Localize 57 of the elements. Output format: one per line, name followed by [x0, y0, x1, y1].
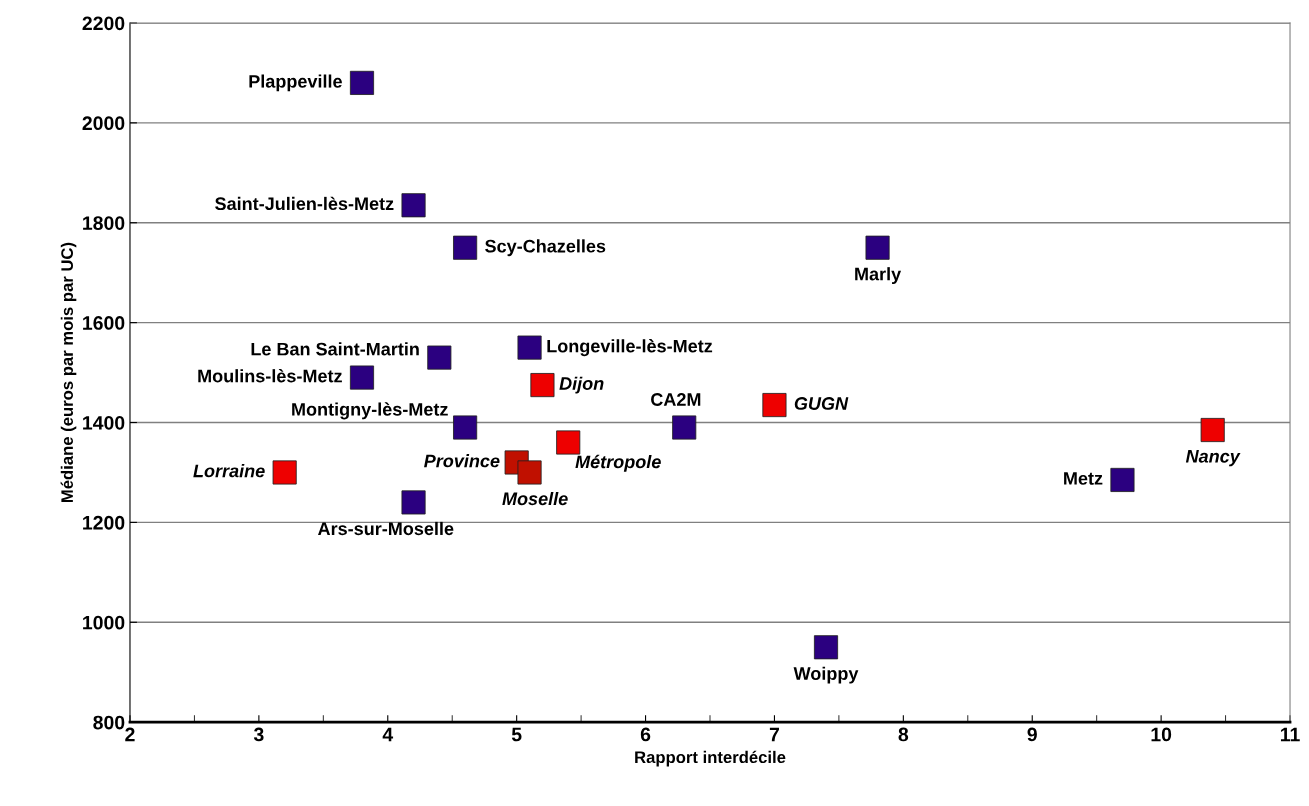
x-axis-title: Rapport interdécile	[635, 750, 786, 767]
annotation: Ars-sur-Moselle	[317, 521, 454, 536]
annotation: Metz	[1064, 472, 1103, 485]
y-tick-label: 2000	[82, 116, 125, 131]
annotation: Montigny-lès-Metz	[292, 402, 448, 420]
annotation: Moulins-lès-Metz	[198, 368, 342, 383]
point	[762, 393, 787, 418]
point	[349, 365, 375, 390]
point	[672, 415, 697, 440]
point	[517, 335, 542, 360]
point	[865, 235, 890, 260]
point	[427, 345, 452, 370]
y-tick-label: 800	[93, 715, 125, 730]
annotation: Lorraine	[193, 464, 265, 478]
x-tick-label: 9	[1027, 727, 1037, 742]
y-tick-label: 1600	[83, 316, 125, 330]
annotation: Moselle	[502, 491, 568, 506]
y-tick-label: 1400	[83, 415, 125, 430]
x-tick-label: 2	[125, 727, 135, 742]
annotation: Saint-Julien-lès-Metz	[215, 196, 394, 211]
x-tick-label: 11	[1280, 727, 1300, 742]
y-axis-title: Médiane (euros par mois par UC)	[60, 242, 77, 503]
x-tick-label: 5	[511, 727, 522, 742]
annotation: Woippy	[793, 666, 859, 684]
point	[349, 70, 375, 95]
annotation: Dijon	[559, 376, 604, 394]
point	[517, 460, 542, 485]
x-tick-label: 4	[382, 727, 394, 742]
annotation: Longeville-lès-Metz	[547, 339, 713, 357]
point	[813, 635, 839, 660]
point	[453, 415, 478, 440]
x-tick-label: 8	[898, 727, 909, 742]
point	[530, 373, 555, 398]
x-tick-label: 10	[1151, 727, 1172, 742]
point	[453, 235, 478, 260]
point	[401, 193, 426, 218]
annotation: Marly	[855, 267, 902, 284]
point	[556, 430, 581, 455]
point	[1110, 467, 1135, 492]
y-tick-label: 1000	[83, 615, 125, 630]
annotation: Le Ban Saint-Martin	[251, 342, 419, 356]
point	[401, 490, 426, 515]
annotation: Plappeville	[249, 74, 342, 92]
x-tick-label: 6	[640, 727, 651, 742]
point	[272, 460, 297, 485]
x-tick-label: 7	[769, 727, 779, 742]
annotation: Nancy	[1185, 450, 1241, 467]
annotation: Province	[424, 454, 500, 468]
point	[1200, 417, 1225, 443]
y-tick-label: 1800	[83, 216, 125, 230]
annotation: Métropole	[575, 454, 661, 472]
annotation: GUGN	[794, 397, 849, 410]
y-tick-label: 1200	[83, 515, 125, 530]
x-tick-label: 3	[253, 727, 264, 742]
annotation: CA2M	[651, 393, 701, 406]
y-tick-label: 2200	[82, 16, 125, 31]
annotation: Scy-Chazelles	[485, 239, 606, 257]
